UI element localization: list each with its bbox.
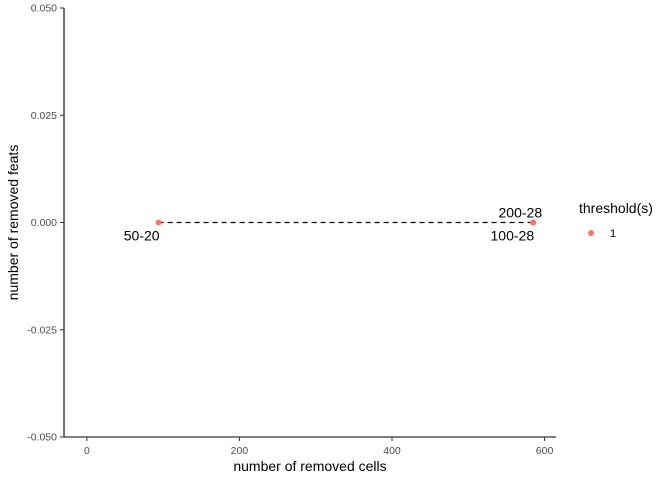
x-axis-title: number of removed cells bbox=[233, 458, 386, 474]
y-axis-title: number of removed feats bbox=[5, 145, 21, 301]
legend-key bbox=[588, 230, 594, 236]
legend-entry-label: 1 bbox=[610, 228, 616, 240]
point-label: 100-28 bbox=[491, 228, 535, 244]
legend: threshold(s) 1 bbox=[579, 200, 653, 240]
x-tick-label: 400 bbox=[383, 445, 401, 457]
y-tick-label: -0.050 bbox=[27, 432, 57, 444]
data-point bbox=[155, 219, 162, 226]
legend-title: threshold(s) bbox=[579, 200, 653, 216]
plot-area: 50-20 100-28 200-28 bbox=[124, 205, 543, 244]
point-label: 200-28 bbox=[499, 205, 543, 221]
axes: 0 200 400 600 -0.050 -0.025 0.000 0.025 0.050 bbox=[27, 3, 556, 457]
y-tick-label: 0.025 bbox=[31, 110, 57, 122]
data-point bbox=[530, 219, 537, 226]
y-tick-label: 0.000 bbox=[31, 217, 57, 229]
x-tick-label: 200 bbox=[231, 445, 249, 457]
x-tick-label: 0 bbox=[84, 445, 90, 457]
y-tick-label: -0.025 bbox=[27, 324, 57, 336]
x-tick-label: 600 bbox=[536, 445, 554, 457]
point-label: 50-20 bbox=[124, 228, 160, 244]
y-tick-label: 0.050 bbox=[31, 3, 57, 15]
